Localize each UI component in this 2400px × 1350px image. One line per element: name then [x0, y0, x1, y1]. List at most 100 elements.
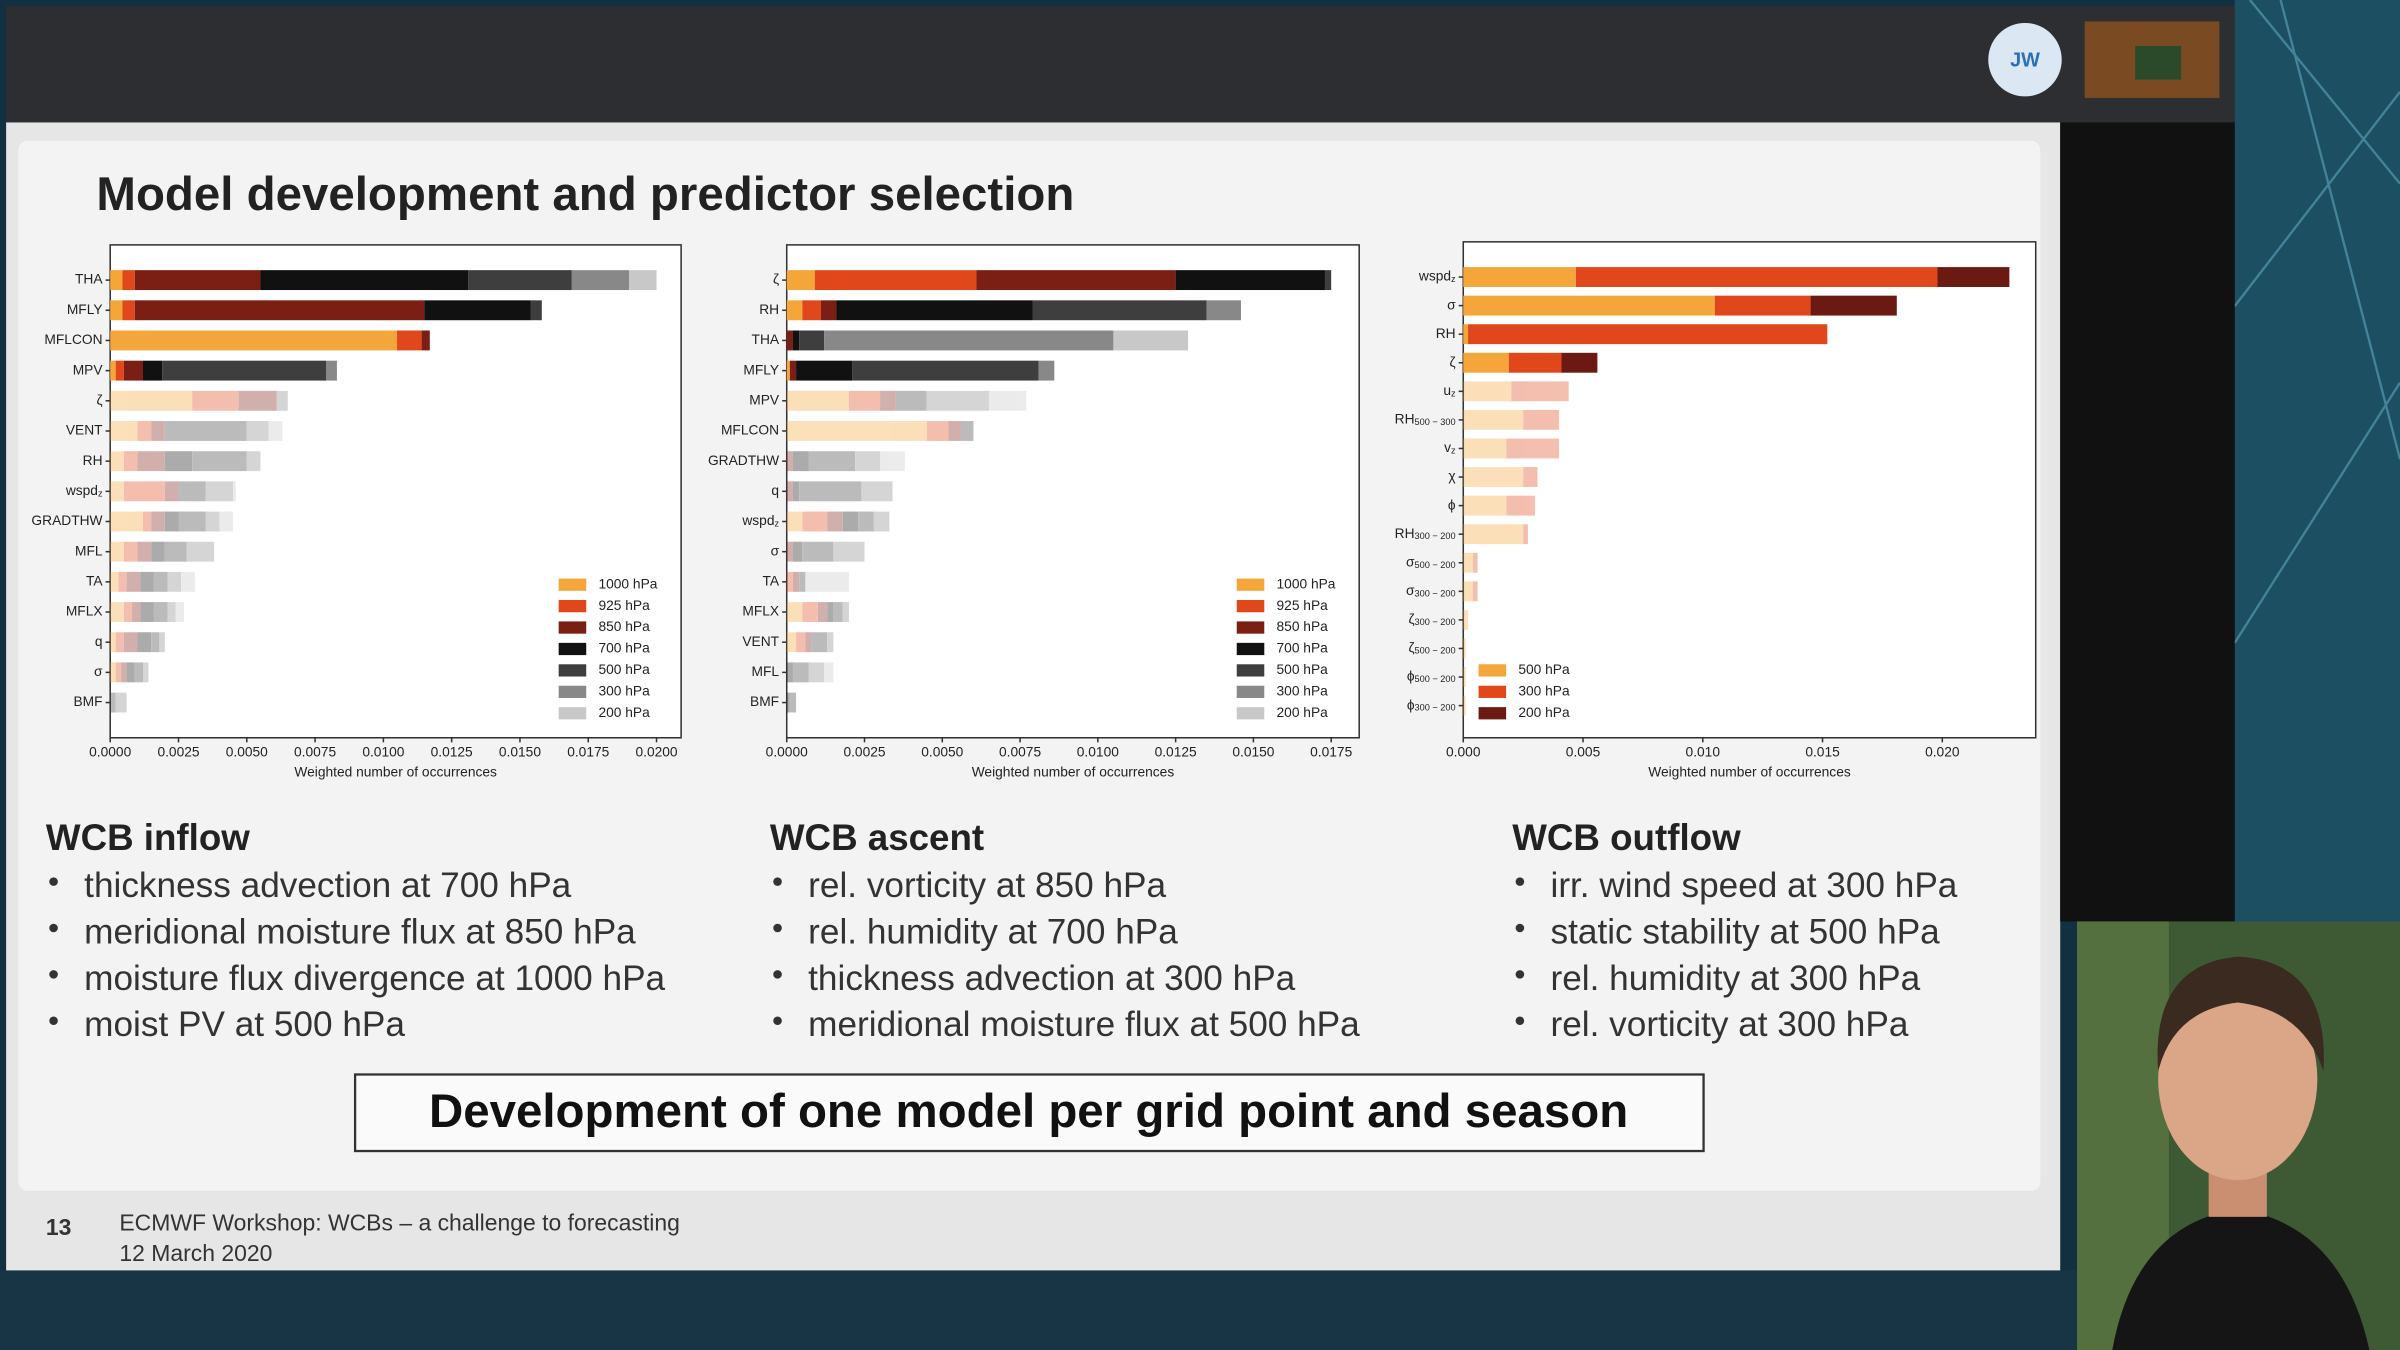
bar-segment [1038, 360, 1055, 381]
x-tick-label: 0.0100 [1077, 745, 1119, 760]
bar-row [1463, 409, 1560, 430]
category-label-sub: z [1451, 275, 1456, 285]
footer-event: ECMWF Workshop: WCBs – a challenge to fo… [119, 1210, 679, 1236]
bullet-text: thickness advection at 300 hPa [808, 959, 1296, 998]
legend-label: 500 hPa [1518, 662, 1570, 677]
bar-segment [836, 300, 1033, 321]
x-tick-label: 0.005 [1566, 745, 1601, 760]
bullet-text: rel. vorticity at 300 hPa [1551, 1005, 1909, 1044]
category-label: MFLCON [44, 332, 102, 347]
bar-segment [1463, 381, 1512, 402]
bar-segment [802, 511, 828, 532]
bar-segment [110, 330, 398, 351]
category-label: vz [1444, 440, 1456, 456]
legend-label: 700 hPa [598, 641, 650, 656]
bar-segment [1561, 352, 1598, 373]
bar-row [1463, 524, 1528, 545]
bar-segment [162, 360, 327, 381]
x-tick-label: 0.0175 [1310, 745, 1352, 760]
bar-row [786, 602, 849, 622]
bar-segment [1463, 524, 1524, 545]
bar-segment [167, 571, 182, 592]
legend-label: 850 hPa [1277, 619, 1329, 634]
bar-segment [802, 300, 821, 321]
x-tick-label: 0.0000 [89, 745, 131, 760]
bullet-dot [773, 970, 782, 979]
bar-segment [792, 662, 809, 683]
bar-segment [110, 511, 143, 532]
bar-segment [110, 692, 116, 713]
bar-segment [988, 390, 1027, 411]
category-label: VENT [66, 423, 103, 438]
legend-label: 925 hPa [598, 598, 650, 613]
bar-segment [789, 692, 797, 713]
bar-segment [134, 270, 261, 291]
bar-segment [629, 270, 657, 291]
bar-segment [142, 511, 152, 532]
bar-segment [167, 602, 176, 622]
category-label: MFL [752, 664, 780, 679]
bullet-text: rel. humidity at 300 hPa [1551, 959, 1921, 998]
bar-segment [175, 602, 184, 622]
bar-row [110, 692, 127, 713]
bar-segment [786, 451, 793, 472]
plot-area [785, 244, 1360, 739]
bar-segment [151, 421, 165, 441]
bar-segment [123, 451, 138, 472]
bar-segment [424, 300, 531, 321]
bar-segment [326, 360, 337, 381]
x-tick-label: 0.020 [1925, 745, 1960, 760]
bar-row [1463, 581, 1478, 602]
bar-segment [786, 571, 793, 592]
bar-row [786, 692, 797, 713]
bar-segment [1463, 695, 1466, 716]
bar-segment [786, 390, 849, 411]
bar-segment [948, 421, 961, 441]
bar-segment [134, 662, 143, 683]
section-heading: WCB inflow [46, 817, 250, 858]
bullet-text: static stability at 500 hPa [1551, 912, 1941, 951]
bar-segment [1463, 324, 1469, 345]
bar-segment [799, 481, 862, 502]
charts: THA MFLY MFLCON MPV ζ VENT RH wspdz GRADTHW MFL TA… [31, 241, 2037, 780]
legend-swatch [558, 621, 587, 634]
bullet-dot [773, 877, 782, 886]
bullet-dot [773, 923, 782, 933]
bar-segment [1463, 638, 1466, 659]
page-number: 13 [46, 1214, 72, 1240]
legend-swatch [1236, 664, 1265, 677]
legend-label: 200 hPa [598, 705, 650, 720]
bar-row [110, 330, 430, 351]
bar-segment [219, 511, 234, 532]
bar-row [786, 360, 1055, 381]
bar-segment [1937, 267, 2010, 287]
category-label: q [95, 634, 103, 649]
bar-segment [115, 360, 124, 381]
bar-segment [786, 270, 815, 291]
bullet-text: meridional moisture flux at 500 hPa [808, 1005, 1360, 1044]
speaker-hair [2157, 956, 2324, 1072]
legend-swatch [1236, 621, 1265, 634]
bullet-dot [1515, 970, 1525, 979]
bar-row [1463, 467, 1538, 487]
legend-swatch [558, 578, 587, 591]
chart: THA MFLY MFLCON MPV ζ VENT RH wspdz GRADTHW MFL TA… [31, 244, 682, 780]
bar-segment [110, 602, 124, 622]
category-label: wspdz [1418, 269, 1456, 285]
bar-row [110, 451, 261, 472]
x-axis-label: Weighted number of occurrences [1648, 765, 1851, 780]
category-label-sub: z [774, 519, 779, 529]
bar-segment [796, 632, 806, 653]
bar-segment [786, 360, 790, 381]
bar-segment [137, 421, 152, 441]
bar-segment [260, 270, 469, 291]
avatar[interactable] [1988, 22, 2062, 97]
category-label: q [771, 483, 779, 498]
bar-segment [833, 541, 865, 562]
bullet-dot [49, 877, 58, 886]
bar-segment [842, 602, 849, 622]
bar-segment [880, 390, 896, 411]
bar-row [786, 421, 974, 441]
